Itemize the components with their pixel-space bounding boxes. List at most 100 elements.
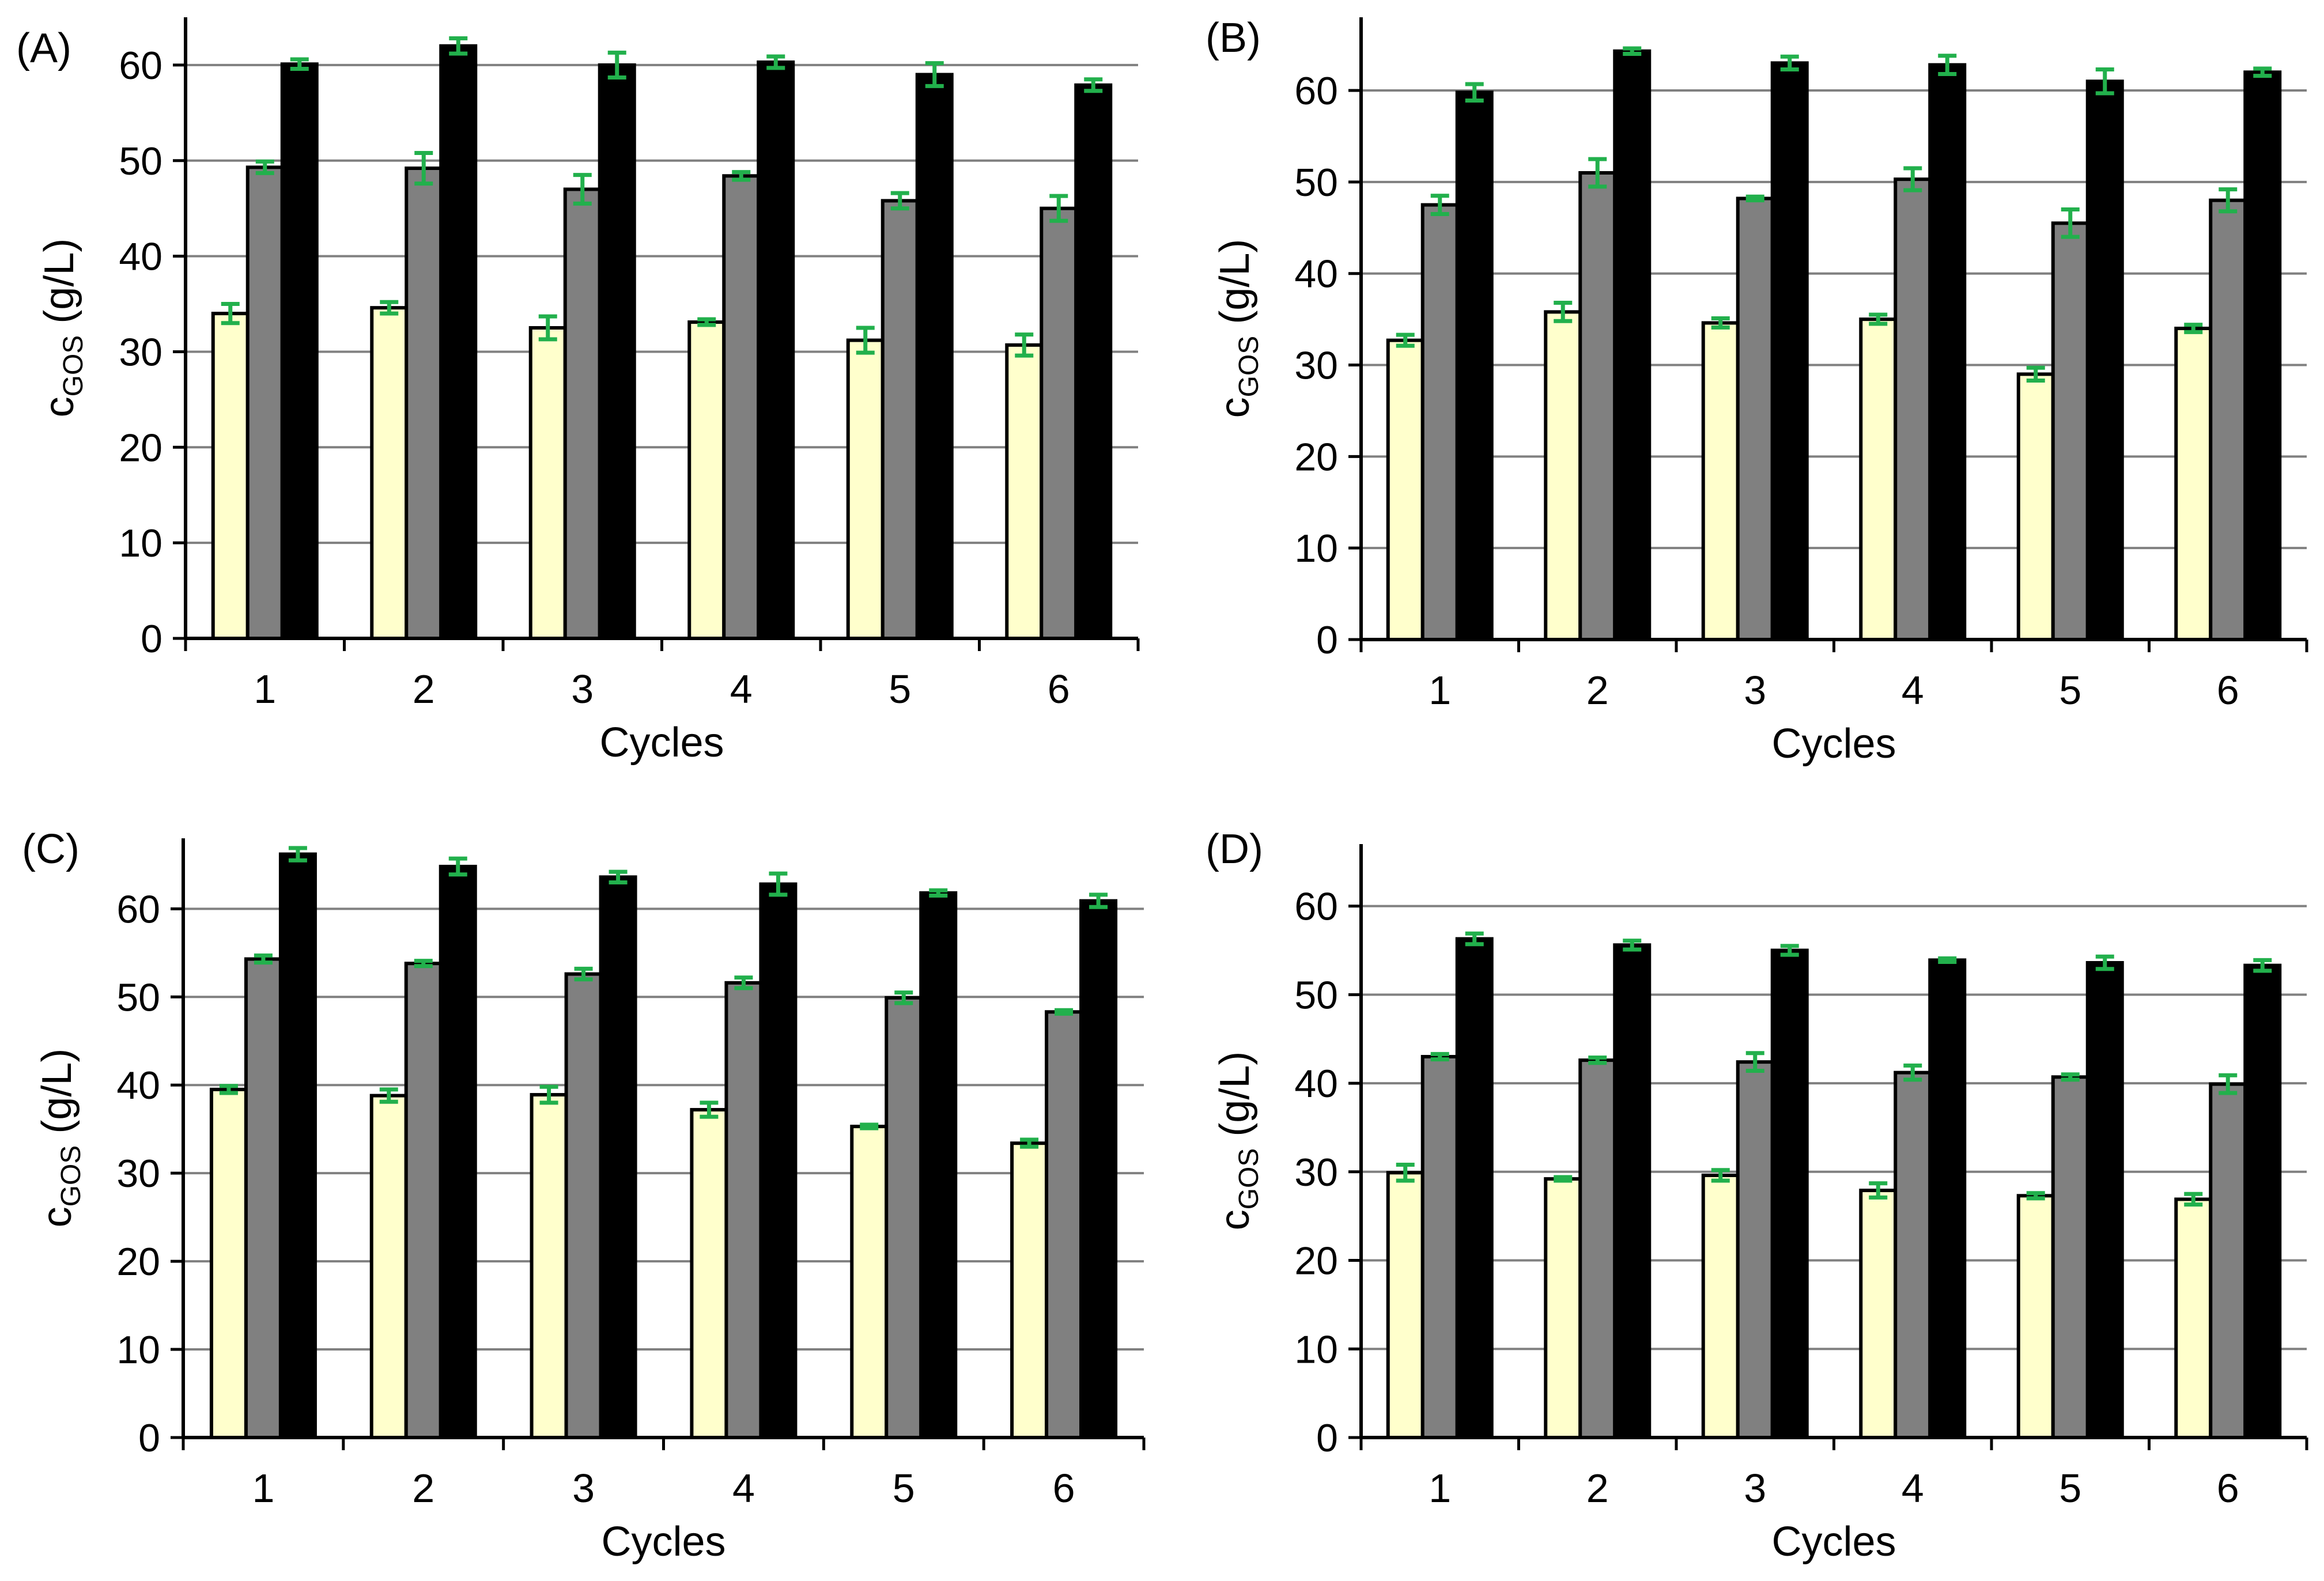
bar (280, 62, 319, 641)
panel-label: (A) (16, 25, 71, 71)
bar (439, 864, 477, 1439)
bar (1928, 958, 1967, 1439)
bar (209, 1087, 248, 1439)
x-tick-label: 6 (1053, 1466, 1075, 1511)
bar (2243, 963, 2282, 1439)
bar (1613, 49, 1652, 641)
x-tick-label: 3 (1744, 1466, 1766, 1511)
bar (598, 63, 636, 640)
y-axis-label: cGOS (g/L) (34, 1049, 86, 1228)
y-tick-label: 30 (116, 1152, 160, 1196)
bar (2016, 1194, 2055, 1440)
bar (724, 981, 763, 1439)
x-tick-label: 4 (1902, 668, 1924, 713)
bar (405, 167, 443, 640)
bar (1894, 177, 1932, 641)
bar (2243, 70, 2282, 641)
bar (885, 996, 923, 1439)
bar (1386, 1171, 1424, 1439)
bar (1859, 1189, 1898, 1440)
bar (2174, 1197, 2213, 1439)
bar (2085, 961, 2124, 1439)
chart-panel-2: 0 10 20 30 40 50 60 1 2 3 4 5 6 Cycles cGOS (g/L) (B) (1206, 15, 2308, 767)
bar (1701, 321, 1740, 641)
x-tick-label: 1 (1429, 1466, 1451, 1511)
y-tick-label: 20 (116, 1240, 160, 1284)
bar (1544, 1177, 1582, 1439)
y-tick-label: 40 (1294, 252, 1338, 296)
x-tick-label: 3 (571, 667, 594, 712)
bar (1928, 63, 1967, 641)
bar (2051, 221, 2089, 641)
bar (1040, 206, 1078, 640)
y-tick-label: 0 (138, 1416, 160, 1460)
bar (759, 882, 798, 1439)
y-tick-label: 50 (116, 975, 160, 1019)
y-tick-label: 40 (1294, 1062, 1338, 1106)
x-tick-label: 5 (2059, 1466, 2081, 1511)
bar (2051, 1075, 2089, 1440)
y-tick-label: 60 (1294, 885, 1338, 929)
x-tick-label: 6 (2217, 668, 2239, 713)
bar (1770, 948, 1809, 1440)
y-tick-label: 60 (119, 44, 163, 88)
x-tick-label: 2 (1586, 1466, 1609, 1511)
bar (1386, 338, 1424, 641)
x-axis-label: Cycles (601, 1519, 725, 1565)
y-tick-label: 10 (116, 1328, 160, 1372)
x-tick-label: 4 (1902, 1466, 1924, 1511)
bar (722, 174, 761, 640)
panel-label: (B) (1206, 15, 1261, 61)
x-tick-label: 6 (1048, 667, 1070, 712)
x-axis-label: Cycles (1771, 1519, 1896, 1565)
bar (2209, 1082, 2247, 1439)
bar (564, 972, 603, 1439)
y-tick-label: 10 (1294, 1327, 1338, 1371)
bar (1045, 1010, 1083, 1439)
x-tick-label: 1 (1429, 668, 1451, 713)
y-tick-label: 0 (1316, 1416, 1338, 1460)
y-tick-label: 30 (119, 330, 163, 374)
y-tick-label: 0 (1316, 618, 1338, 662)
bar (687, 320, 726, 640)
y-tick-label: 20 (1294, 1239, 1338, 1283)
bar (404, 962, 443, 1440)
bar (245, 165, 284, 640)
bar (915, 73, 954, 640)
y-tick-label: 50 (119, 139, 163, 183)
panel-label: (C) (22, 826, 80, 872)
x-tick-label: 1 (252, 1466, 274, 1511)
bar (211, 312, 250, 640)
bar (528, 326, 567, 640)
y-axis-label: cGOS (g/L) (1212, 239, 1264, 418)
y-tick-label: 0 (141, 617, 163, 661)
chart-panel-4: 0 10 20 30 40 50 60 1 2 3 4 5 6 Cycles cGOS (g/L) (D) (1206, 826, 2308, 1565)
x-tick-label: 4 (730, 667, 753, 712)
y-tick-label: 60 (1294, 69, 1338, 113)
bar (1736, 196, 1774, 641)
bar (1578, 1058, 1617, 1439)
y-tick-label: 10 (1294, 527, 1338, 570)
bar (1544, 310, 1582, 641)
bar (1859, 317, 1898, 641)
bar (370, 306, 409, 640)
bar (2174, 327, 2213, 641)
bar (690, 1108, 728, 1439)
y-tick-label: 20 (1294, 435, 1338, 479)
x-axis-label: Cycles (1771, 721, 1896, 767)
x-tick-label: 2 (413, 667, 435, 712)
y-axis-label: cGOS (g/L) (1212, 1052, 1264, 1231)
bar (1074, 83, 1113, 640)
bar (1455, 937, 1494, 1439)
bar (1420, 203, 1459, 641)
bar (1894, 1071, 1932, 1439)
x-tick-label: 5 (893, 1466, 915, 1511)
bar (244, 957, 282, 1439)
bar (846, 338, 885, 640)
bar (278, 852, 317, 1439)
y-tick-label: 40 (119, 235, 163, 279)
y-tick-label: 50 (1294, 973, 1338, 1017)
bar (1578, 171, 1617, 641)
